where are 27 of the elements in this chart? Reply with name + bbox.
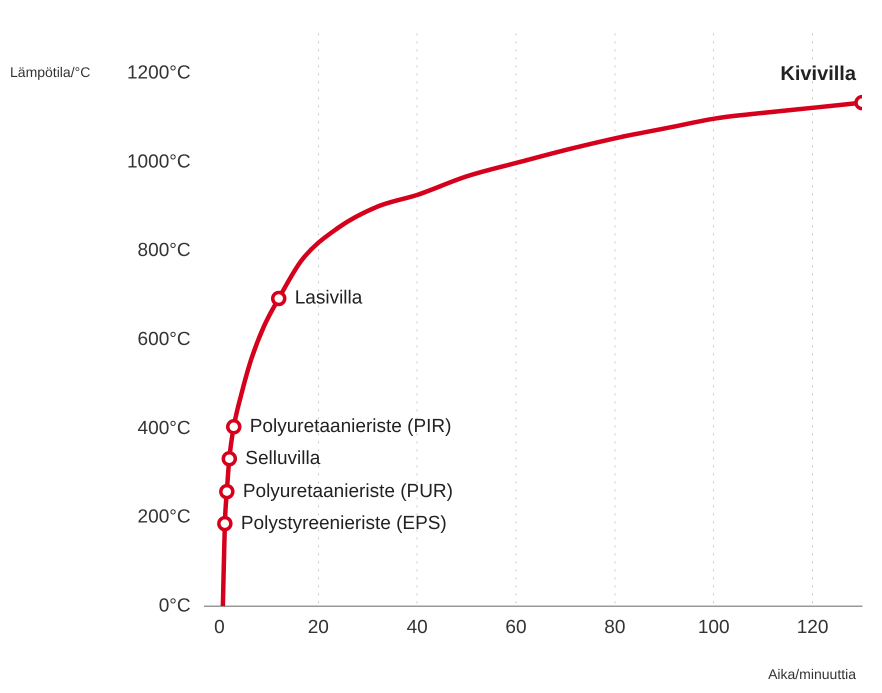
x-tick-label: 100 (698, 616, 730, 638)
y-tick-label: 1200°C (126, 62, 191, 84)
x-tick-label: 20 (308, 616, 329, 638)
x-tick-label: 80 (604, 616, 626, 638)
y-axis-title: Lämpötila/°C (10, 64, 90, 80)
annotation: Selluvilla (245, 448, 321, 470)
x-tick-label: 120 (796, 616, 828, 638)
y-tick-label: 1000°C (126, 151, 191, 172)
x-tick-label: 60 (505, 616, 527, 638)
annotation: Lasivilla (294, 288, 363, 309)
annotation: Polystyreenieriste (EPS) (240, 512, 447, 534)
point (226, 419, 242, 435)
annotation: Kivivilla (780, 63, 857, 86)
point (222, 451, 238, 467)
y-tick-label: 400°C (138, 418, 191, 439)
y-tick-label: 200°C (138, 506, 191, 528)
x-tick-label: 0 (214, 616, 225, 638)
y-tick-label: 0°C (158, 595, 191, 616)
y-tick-label: 600°C (138, 329, 191, 350)
point (217, 516, 233, 532)
x-axis-title: Aika/minuuttia (768, 666, 856, 682)
y-tick-label: 800°C (138, 240, 191, 262)
x-tick-label: 40 (406, 616, 428, 638)
annotation: Polyuretaanieriste (PUR) (242, 480, 453, 502)
annotation: Polyuretaanieriste (PIR) (250, 416, 452, 438)
point (270, 290, 286, 306)
point (219, 484, 235, 500)
